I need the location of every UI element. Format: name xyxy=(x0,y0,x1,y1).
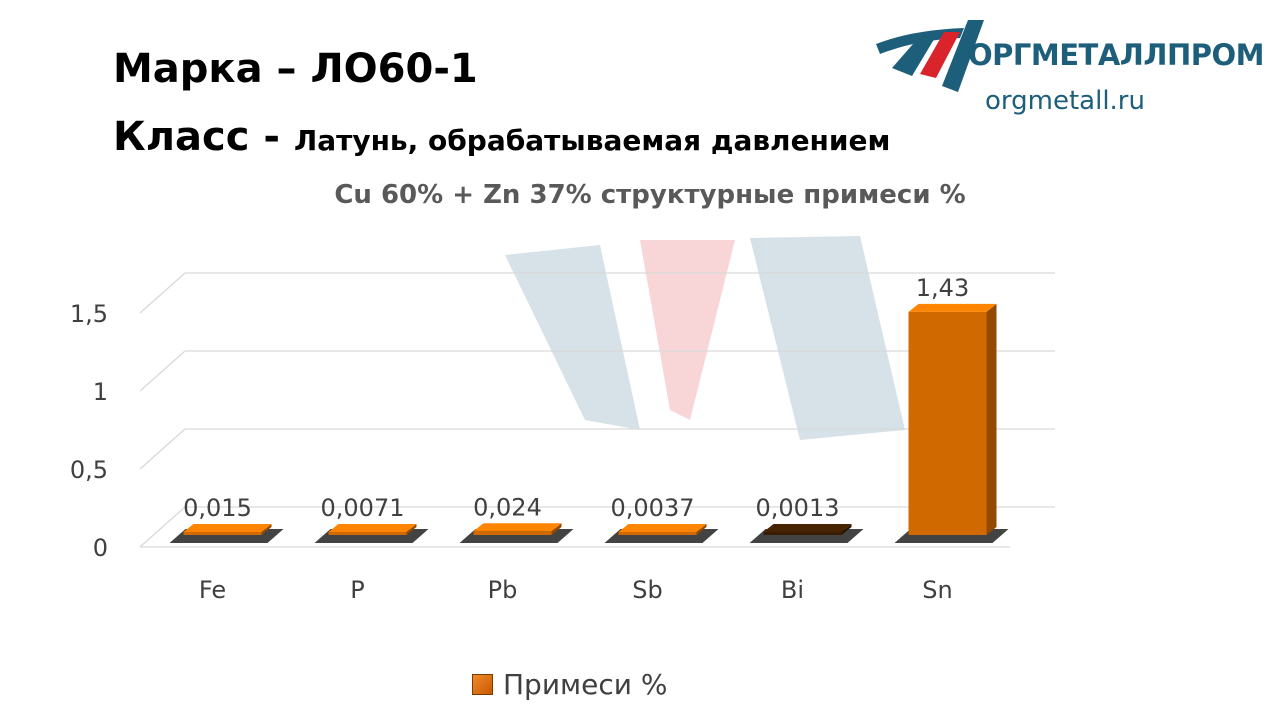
legend-label: Примеси % xyxy=(503,668,668,701)
bar-side xyxy=(406,524,417,535)
x-tick-label: P xyxy=(350,576,364,604)
data-label: 0,024 xyxy=(473,493,542,521)
marka-heading: Марка – ЛО60-1 xyxy=(113,46,478,92)
x-tick-label: Fe xyxy=(199,576,226,604)
gridline-diagonal xyxy=(139,506,186,548)
legend-swatch xyxy=(472,674,493,695)
bar-top xyxy=(328,524,417,532)
y-tick-label: 0,5 xyxy=(70,456,108,484)
y-tick-label: 1 xyxy=(93,378,108,406)
gridline-diagonal xyxy=(139,350,186,392)
klass-value: Латунь, обрабатываемая давлением xyxy=(293,124,891,157)
bar-side xyxy=(986,303,997,535)
bar-side xyxy=(261,524,272,535)
y-tick-label: 1,5 xyxy=(70,300,108,328)
bar xyxy=(908,311,987,535)
bar-side xyxy=(696,524,707,535)
gridline-diagonal xyxy=(139,272,186,314)
legend: Примеси % xyxy=(472,668,667,701)
bar-top xyxy=(618,524,707,532)
bar xyxy=(473,531,552,535)
marka-label: Марка xyxy=(113,46,263,92)
bar-top xyxy=(183,524,272,532)
data-label: 0,015 xyxy=(183,494,252,522)
x-tick-label: Pb xyxy=(488,576,518,604)
bar xyxy=(618,532,697,535)
x-tick-label: Sb xyxy=(632,576,662,604)
marka-value: ЛО60-1 xyxy=(310,46,478,92)
logo-url: orgmetall.ru xyxy=(985,86,1145,116)
orgmetallprom-logo-icon xyxy=(876,20,984,92)
x-tick-label: Bi xyxy=(781,576,804,604)
marka-dash: – xyxy=(262,46,311,92)
data-label: 0,0071 xyxy=(321,494,405,522)
x-tick-label: Sn xyxy=(922,576,952,604)
data-label: 0,0013 xyxy=(756,494,840,522)
bar-top xyxy=(763,524,852,532)
y-tick-label: 0 xyxy=(93,534,108,562)
bar-top xyxy=(908,303,997,312)
bar xyxy=(328,532,407,535)
chart-title: Cu 60% + Zn 37% структурные примеси % xyxy=(334,180,966,210)
data-label: 0,0037 xyxy=(611,494,695,522)
klass-heading: Класс - Латунь, обрабатываемая давлением xyxy=(113,114,890,160)
klass-label: Класс - xyxy=(113,114,280,160)
logo-name: ОРГМЕТАЛЛПРОМ xyxy=(968,38,1265,72)
bar xyxy=(763,532,842,535)
gridline-diagonal xyxy=(139,428,186,470)
data-label: 1,43 xyxy=(916,274,969,302)
bar-top xyxy=(473,523,562,532)
bar-side xyxy=(841,524,852,535)
bar xyxy=(183,532,262,535)
bar-side xyxy=(551,523,562,535)
